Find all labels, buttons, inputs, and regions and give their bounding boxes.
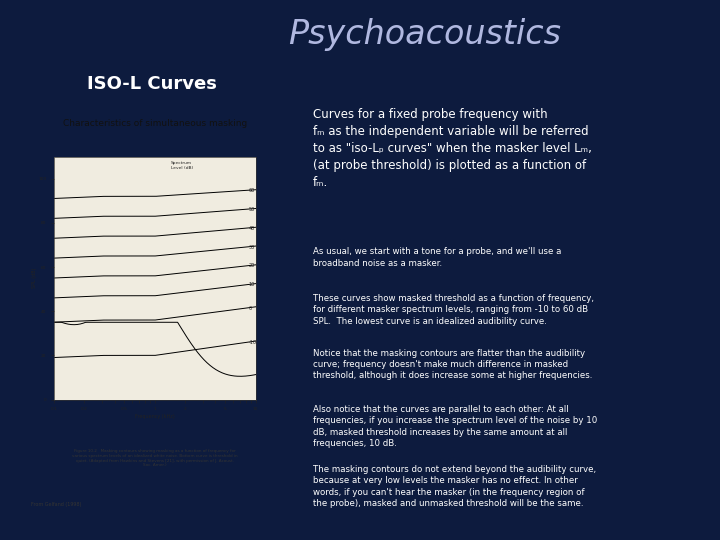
Text: 0: 0 — [248, 306, 251, 310]
Y-axis label: SPL (dB): SPL (dB) — [32, 268, 37, 288]
Text: Psychoacoustics: Psychoacoustics — [288, 17, 562, 51]
Text: 30: 30 — [248, 245, 255, 249]
Text: 20: 20 — [248, 264, 255, 268]
Text: Curves for a fixed probe frequency with
fₘ as the independent variable will be r: Curves for a fixed probe frequency with … — [312, 108, 592, 189]
Text: 10: 10 — [248, 282, 255, 287]
Text: ISO-L Curves: ISO-L Curves — [88, 75, 217, 93]
Text: Spectrum
Level (dB): Spectrum Level (dB) — [171, 161, 193, 170]
Text: 50: 50 — [248, 207, 255, 212]
Text: Notice that the masking contours are flatter than the audibility
curve; frequenc: Notice that the masking contours are fla… — [312, 348, 592, 380]
Text: From Gelfand (1998): From Gelfand (1998) — [31, 502, 81, 507]
Text: The masking contours do not extend beyond the audibility curve,
because at very : The masking contours do not extend beyon… — [312, 465, 596, 508]
Text: As usual, we start with a tone for a probe, and we'll use a
broadband noise as a: As usual, we start with a tone for a pro… — [312, 247, 561, 268]
Text: 60: 60 — [248, 188, 255, 193]
Text: These curves show masked threshold as a function of frequency,
for different mas: These curves show masked threshold as a … — [312, 294, 594, 326]
Text: Also notice that the curves are parallel to each other: At all
frequencies, if y: Also notice that the curves are parallel… — [312, 404, 597, 448]
Text: Characteristics of simultaneous masking: Characteristics of simultaneous masking — [63, 119, 247, 128]
Text: Figure 10.2   Masking contours showing masking as a function of frequency for
va: Figure 10.2 Masking contours showing mas… — [72, 449, 238, 467]
X-axis label: Frequency (kHz): Frequency (kHz) — [135, 414, 175, 419]
Text: 40: 40 — [248, 226, 255, 231]
Text: -10: -10 — [248, 340, 256, 345]
